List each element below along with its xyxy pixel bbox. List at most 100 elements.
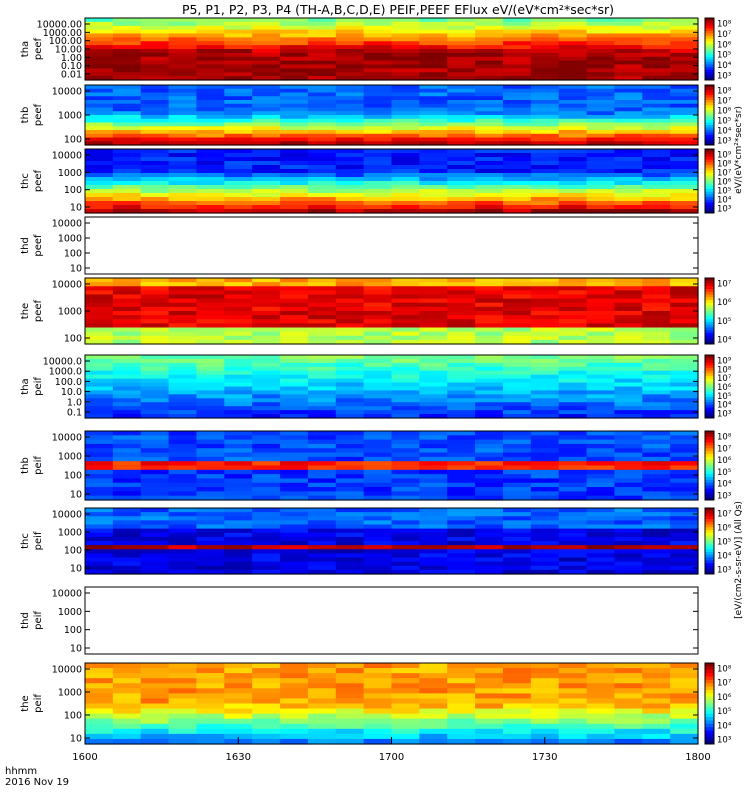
heatmap-cell xyxy=(530,103,560,109)
heatmap-cell xyxy=(112,33,142,38)
heatmap-cell xyxy=(642,290,671,296)
heatmap-cell xyxy=(224,536,253,542)
heatmap-cell xyxy=(363,64,393,69)
heatmap-cell xyxy=(670,495,699,501)
heatmap-cell xyxy=(252,482,281,488)
heatmap-cell xyxy=(335,362,365,368)
heatmap-cell xyxy=(614,512,643,517)
heatmap-cell xyxy=(558,524,588,530)
colorbar-segment xyxy=(705,683,714,688)
heatmap-cell xyxy=(363,181,393,186)
heatmap-cell xyxy=(475,49,504,54)
heatmap-cell xyxy=(335,33,365,38)
y-tick-label: 1000 xyxy=(58,452,82,463)
heatmap-cell xyxy=(558,88,588,94)
heatmap-cell xyxy=(530,286,560,291)
heatmap-cell xyxy=(168,315,198,320)
heatmap-cell xyxy=(419,565,448,571)
heatmap-cell xyxy=(307,161,337,166)
heatmap-cell xyxy=(140,541,170,546)
heatmap-cell xyxy=(475,469,504,475)
heatmap-cell xyxy=(196,126,225,131)
heatmap-cell xyxy=(670,149,699,154)
heatmap-cell xyxy=(670,366,699,372)
heatmap-cell xyxy=(140,553,170,559)
heatmap-cell xyxy=(447,331,476,337)
heatmap-cell xyxy=(335,122,365,127)
heatmap-cell xyxy=(168,362,198,368)
heatmap-cell xyxy=(307,668,337,674)
heatmap-cell xyxy=(224,569,253,575)
heatmap-cell xyxy=(614,169,643,174)
heatmap-cell xyxy=(252,327,281,333)
heatmap-cell xyxy=(196,103,225,109)
heatmap-cell xyxy=(363,528,393,534)
colorbar-segment xyxy=(705,120,714,123)
colorbar-segment xyxy=(705,64,714,68)
heatmap-cell xyxy=(85,541,114,546)
heatmap-cell xyxy=(391,302,420,308)
heatmap-cell xyxy=(307,439,337,445)
heatmap-cell xyxy=(140,414,170,419)
heatmap-cell xyxy=(502,355,532,360)
heatmap-cell xyxy=(419,474,448,480)
heatmap-cell xyxy=(140,311,170,316)
heatmap-cell xyxy=(335,278,365,283)
heatmap-cell xyxy=(140,528,170,534)
heatmap-cell xyxy=(252,378,281,384)
colorbar-tick-label: 10⁶ xyxy=(717,40,732,50)
heatmap-cell xyxy=(642,331,671,337)
heatmap-cell xyxy=(586,378,616,384)
heatmap-cell xyxy=(670,723,699,730)
heatmap-cell xyxy=(447,718,476,725)
heatmap-cell xyxy=(112,52,142,58)
heatmap-cell xyxy=(391,165,420,170)
heatmap-cell xyxy=(502,339,532,345)
heatmap-cell xyxy=(586,512,616,517)
heatmap-cell xyxy=(196,286,225,291)
heatmap-cell xyxy=(140,410,170,415)
heatmap-cell xyxy=(280,698,309,705)
heatmap-cell xyxy=(252,130,281,135)
heatmap-cell xyxy=(224,465,253,471)
colorbar-segment xyxy=(705,157,714,161)
heatmap-cell xyxy=(530,25,560,31)
colorbar-segment xyxy=(705,33,714,37)
heatmap-cell xyxy=(252,713,281,720)
heatmap-cell xyxy=(252,487,281,492)
heatmap-cell xyxy=(419,738,448,745)
heatmap-tha-peef xyxy=(85,18,699,81)
heatmap-cell xyxy=(419,56,448,62)
heatmap-cell xyxy=(558,532,588,538)
heatmap-cell xyxy=(85,487,114,492)
heatmap-cell xyxy=(112,282,142,287)
heatmap-cell xyxy=(530,378,560,384)
heatmap-cell xyxy=(196,456,225,462)
y-tick-label: 1000 xyxy=(58,307,82,318)
heatmap-cell xyxy=(391,331,420,337)
heatmap-cell xyxy=(224,205,253,210)
heatmap-cell xyxy=(391,516,420,521)
heatmap-cell xyxy=(252,189,281,194)
heatmap-cell xyxy=(280,394,309,399)
heatmap-cell xyxy=(307,315,337,320)
heatmap-cell xyxy=(642,103,671,109)
heatmap-cell xyxy=(224,319,253,324)
heatmap-cell xyxy=(168,723,198,730)
heatmap-cell xyxy=(475,439,504,445)
heatmap-cell xyxy=(196,487,225,492)
heatmap-cell xyxy=(447,92,476,97)
heatmap-cell xyxy=(307,561,337,567)
heatmap-cell xyxy=(112,541,142,546)
heatmap-cell xyxy=(502,374,532,380)
heatmap-cell xyxy=(419,100,448,105)
colorbar-segment xyxy=(705,333,714,337)
heatmap-cell xyxy=(475,327,504,333)
heatmap-cell xyxy=(558,302,588,308)
heatmap-cell xyxy=(670,173,699,178)
colorbar-segment xyxy=(705,474,714,478)
heatmap-cell xyxy=(614,137,643,142)
heatmap-cell xyxy=(112,133,142,139)
heatmap-cell xyxy=(447,565,476,571)
